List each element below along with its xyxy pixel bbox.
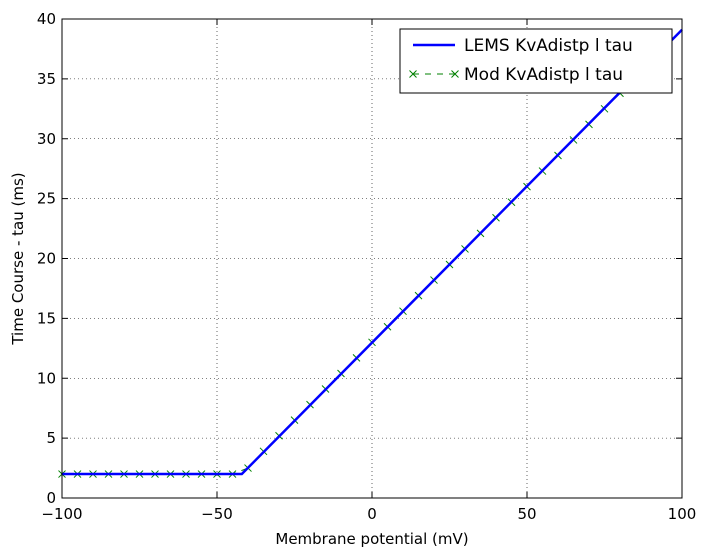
- y-tick-label: 30: [37, 130, 56, 148]
- y-tick-label: 5: [46, 429, 56, 447]
- series-layer: [58, 28, 683, 478]
- x-tick-label: 0: [367, 505, 377, 523]
- y-tick-label: 40: [37, 10, 56, 28]
- x-axis-label: Membrane potential (mV): [275, 530, 468, 548]
- y-tick-label: 0: [46, 489, 56, 507]
- legend-label-lems: LEMS KvAdistp l tau: [464, 36, 633, 56]
- y-tick-label: 20: [37, 250, 56, 268]
- ticks: −100 −50 0 50 100 0 5 10 15 20 25 30 35 40: [37, 10, 696, 523]
- y-tick-label: 35: [37, 70, 56, 88]
- y-tick-label: 10: [37, 369, 56, 387]
- x-tick-label: −100: [41, 505, 82, 523]
- legend-label-mod: Mod KvAdistp l tau: [464, 65, 623, 85]
- legend-box: [399, 28, 673, 94]
- legend-swatch-mod: [409, 70, 459, 78]
- y-tick-label: 15: [37, 309, 56, 327]
- x-tick-label: 50: [517, 505, 536, 523]
- x-tick-label: −50: [201, 505, 233, 523]
- legend: LEMS KvAdistp l tau Mod KvAdistp l tau: [399, 28, 673, 94]
- series-line-lems: [62, 28, 683, 476]
- x-tick-label: 100: [668, 505, 697, 523]
- legend-swatch-mod-marker: [409, 70, 417, 78]
- y-axis-label: Time Course - tau (ms): [9, 172, 27, 345]
- y-tick-label: 25: [37, 190, 56, 208]
- legend-swatch-mod-marker: [451, 70, 459, 78]
